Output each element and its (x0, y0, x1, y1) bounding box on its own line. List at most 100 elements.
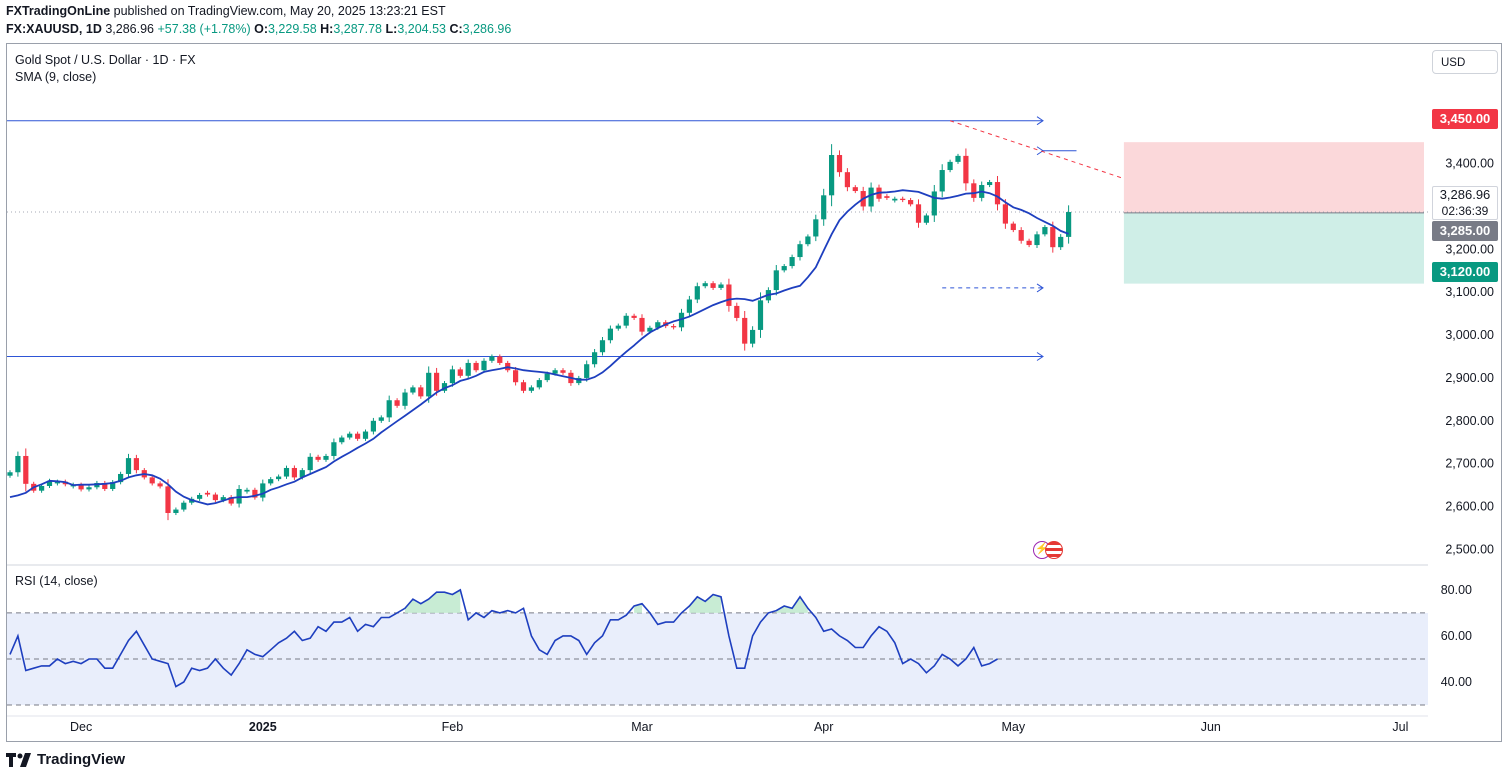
candle-body (639, 317, 645, 332)
candle-body (584, 364, 590, 378)
candle-body (481, 360, 487, 371)
rsi-overbought-fill (776, 596, 808, 613)
candle-body (884, 196, 890, 198)
candle-body (647, 327, 653, 332)
candle-body (955, 155, 961, 162)
candle-body (686, 299, 692, 313)
candle-body (560, 370, 566, 373)
publisher-author[interactable]: FXTradingOnLine (6, 4, 111, 18)
price-axis-label: 2,900.00 (1445, 371, 1494, 385)
candle-body (939, 170, 945, 192)
candle-body (742, 317, 748, 344)
candle-body (1034, 234, 1040, 246)
time-axis-label: Jun (1201, 720, 1221, 734)
event-icons[interactable]: ⚡ (1033, 541, 1071, 561)
candle-body (757, 300, 764, 330)
candle-body (307, 456, 313, 471)
candle-body (394, 400, 400, 406)
candle-body (694, 286, 700, 300)
rsi-axis-label: 80.00 (1441, 583, 1472, 597)
candle-body (283, 467, 290, 477)
sma-line (9, 189, 1069, 506)
price-axis-label: 3,100.00 (1445, 285, 1494, 299)
candle-body (260, 483, 266, 498)
candle-body (118, 473, 124, 483)
candle-body (457, 369, 463, 376)
candle-body (710, 283, 716, 288)
candle-body (592, 352, 598, 365)
candle-body (971, 183, 977, 198)
stop-loss-zone (1123, 142, 1424, 213)
candle-body (813, 219, 819, 237)
candle-body (355, 433, 361, 439)
candle-body (125, 458, 132, 474)
candle-body (426, 372, 432, 397)
instrument-legend[interactable]: Gold Spot / U.S. Dollar · 1D · FX (15, 53, 196, 67)
candle-body (1010, 223, 1016, 231)
candle-body (805, 236, 811, 245)
us-flag-icon[interactable] (1045, 541, 1063, 559)
candle-body (110, 482, 116, 489)
entry-price-tag: 3,285.00 (1432, 221, 1498, 241)
candle-body (1066, 212, 1072, 237)
candle-body (536, 380, 542, 388)
price-axis-label: 2,500.00 (1445, 542, 1494, 556)
chart-frame (6, 43, 1502, 742)
currency-button[interactable]: USD (1432, 50, 1498, 74)
rsi-overbought-fill (405, 589, 461, 613)
candle-body (339, 437, 345, 443)
time-axis-label: May (1001, 720, 1025, 734)
descending-trendline (949, 120, 1125, 180)
candle-body (1026, 240, 1032, 246)
candle-body (718, 284, 724, 288)
candle-body (615, 325, 621, 329)
candle-body (331, 442, 337, 456)
candle-body (631, 315, 637, 318)
candle-body (852, 187, 858, 192)
candle-body (797, 244, 803, 258)
candle-body (868, 187, 874, 207)
candle-body (836, 155, 843, 173)
candle-body (133, 458, 139, 471)
candle-body (465, 362, 471, 376)
tradingview-logo[interactable]: TradingView (6, 751, 125, 768)
candle-body (315, 456, 321, 460)
candle-body (599, 340, 606, 353)
candle-body (513, 370, 519, 383)
candle-body (418, 387, 424, 397)
candle-body (299, 470, 305, 478)
bar-countdown: 02:36:39 (1441, 204, 1489, 218)
candle-body (773, 270, 779, 291)
candle-body (623, 315, 629, 326)
candle-body (1058, 236, 1064, 248)
rsi-legend[interactable]: RSI (14, close) (15, 574, 98, 588)
quote-low: 3,204.53 (397, 22, 446, 36)
candle-body (157, 483, 163, 487)
quote-low-label: L: (385, 22, 398, 36)
candle-body (276, 476, 282, 480)
quote-open-label: O: (254, 22, 268, 36)
quote-change: +57.38 (+1.78%) (157, 22, 251, 36)
candle-body (908, 200, 914, 205)
candle-body (15, 455, 21, 473)
candle-body (181, 502, 187, 510)
candle-body (829, 155, 835, 196)
candle-body (220, 497, 226, 501)
target-price-tag: 3,120.00 (1432, 262, 1498, 282)
candle-body (734, 305, 740, 318)
horizontal-level-arrow (1036, 146, 1044, 156)
candle-body (520, 382, 527, 391)
stop-price-tag: 3,450.00 (1432, 109, 1498, 129)
quote-last: 3,286.96 (105, 22, 154, 36)
sma-legend[interactable]: SMA (9, close) (15, 70, 97, 84)
time-axis-label: Mar (631, 720, 653, 734)
candle-body (244, 489, 250, 492)
candle-body (165, 486, 171, 513)
candle-body (54, 481, 60, 484)
candle-body (900, 198, 906, 201)
current-price-tag: 3,286.96 02:36:39 (1432, 186, 1498, 220)
candle-body (1018, 230, 1024, 241)
current-price-value: 3,286.96 (1439, 187, 1491, 202)
candle-body (102, 482, 108, 489)
